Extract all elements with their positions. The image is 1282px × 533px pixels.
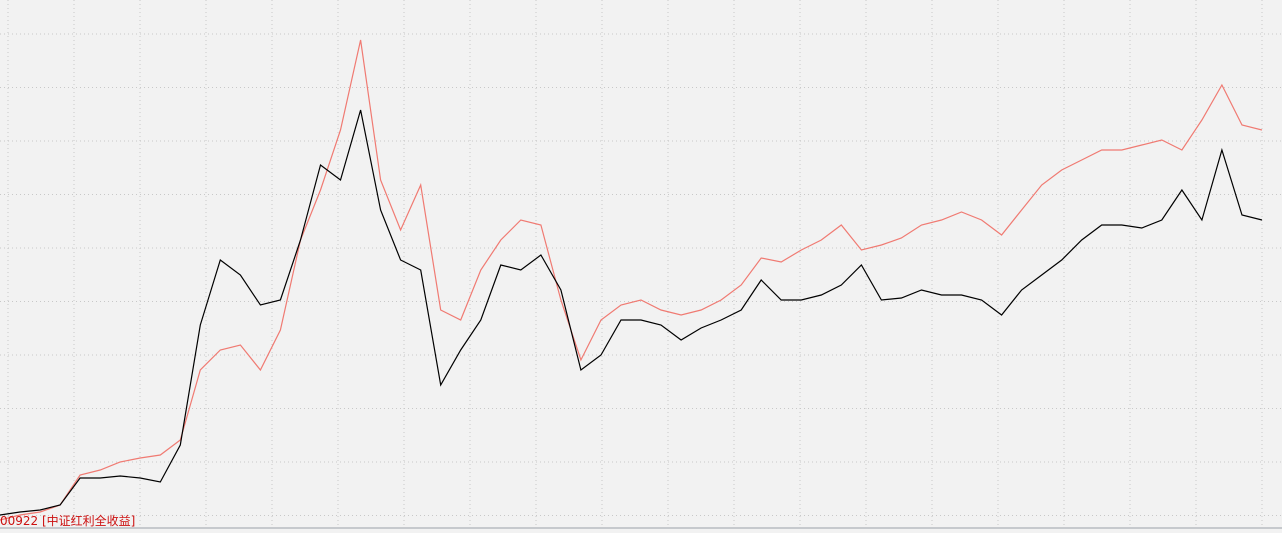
series-line: [0, 109, 1263, 516]
legend-label: 00922 [中证红利全收益]: [0, 513, 135, 528]
series-line: [0, 39, 1263, 521]
